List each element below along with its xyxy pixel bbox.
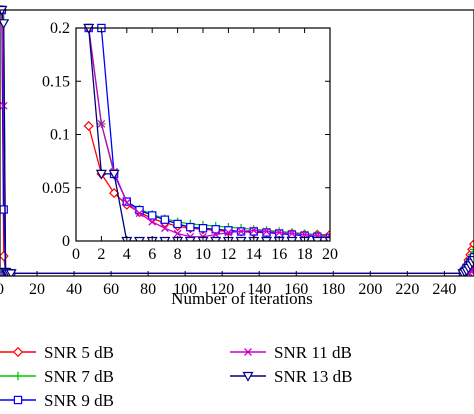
x-tick-label: 18 bbox=[297, 246, 313, 263]
y-tick-label: 0.1 bbox=[50, 127, 70, 144]
legend-marker-square bbox=[13, 395, 23, 405]
data-point-square bbox=[211, 225, 220, 234]
x-tick-label: 100 bbox=[173, 281, 197, 298]
data-point-diamond bbox=[0, 251, 9, 262]
legend: SNR 5 dB SNR 7 dB SNR 9 dB SNR 11 dB SNR 13 … bbox=[0, 343, 352, 410]
data-point-triangle-down bbox=[286, 236, 298, 241]
data-point-x bbox=[122, 198, 131, 207]
legend-label: SNR 7 dB bbox=[44, 367, 114, 386]
y-tick-label: 0.15 bbox=[42, 73, 70, 90]
data-point-triangle-down bbox=[184, 236, 196, 241]
x-tick-label: 0 bbox=[72, 246, 80, 263]
data-point-square bbox=[249, 227, 258, 236]
x-tick-label: 14 bbox=[246, 246, 262, 263]
x-tick-label: 20 bbox=[29, 281, 45, 298]
x-tick-label: 140 bbox=[247, 281, 271, 298]
legend-label: SNR 9 dB bbox=[44, 391, 114, 410]
data-point-diamond bbox=[468, 239, 474, 250]
data-point-x bbox=[224, 228, 233, 237]
legend-label: SNR 13 dB bbox=[274, 367, 352, 386]
data-point-x bbox=[161, 224, 169, 233]
y-tick-label: 0.2 bbox=[50, 20, 70, 37]
x-tick-label: 240 bbox=[432, 281, 456, 298]
data-point-square bbox=[186, 222, 195, 232]
x-tick-label: 8 bbox=[174, 246, 182, 263]
data-point-triangle-down bbox=[95, 169, 107, 180]
inset-background bbox=[76, 28, 330, 241]
legend-marker-x bbox=[244, 348, 252, 356]
data-point-x bbox=[135, 209, 144, 218]
x-tick-label: 4 bbox=[123, 246, 131, 263]
x-tick-label: 16 bbox=[271, 246, 287, 263]
x-tick-label: 10 bbox=[195, 246, 211, 263]
data-point-triangle-down bbox=[133, 236, 146, 241]
data-point-square bbox=[262, 228, 271, 237]
x-tick-label: 200 bbox=[358, 281, 382, 298]
legend-label: SNR 5 dB bbox=[44, 343, 114, 362]
x-tick-label: 60 bbox=[103, 281, 119, 298]
data-point-triangle-down bbox=[260, 236, 273, 241]
data-point-x bbox=[211, 230, 220, 239]
data-point-triangle-down bbox=[159, 236, 171, 241]
legend-marker-plus bbox=[13, 371, 23, 381]
data-point-square bbox=[173, 219, 182, 229]
data-point-x bbox=[148, 217, 157, 226]
x-tick-label: 80 bbox=[140, 281, 156, 298]
data-point-square bbox=[148, 211, 157, 220]
x-tick-label: 6 bbox=[148, 246, 156, 263]
data-point-x bbox=[275, 228, 284, 237]
x-axis-label: Number of iterations bbox=[171, 289, 313, 308]
data-point-triangle-down bbox=[5, 269, 17, 276]
main-plot: 0 20 40 60 80 100 120 140 160 180 200 220 240 bbox=[0, 4, 474, 298]
legend-item: SNR 5 dB bbox=[0, 343, 114, 362]
x-tick-label: 2 bbox=[97, 246, 105, 263]
data-point-square bbox=[224, 226, 233, 235]
data-point-x bbox=[237, 227, 245, 236]
x-tick-label: 40 bbox=[66, 281, 82, 298]
y-tick-label: 0.05 bbox=[42, 180, 70, 197]
x-tick-label: 12 bbox=[220, 246, 236, 263]
data-point-triangle-down bbox=[108, 169, 120, 180]
y-tick-label: 0 bbox=[62, 233, 70, 250]
x-tick-label: 220 bbox=[395, 281, 419, 298]
data-point-triangle-down bbox=[235, 236, 247, 241]
data-point-square bbox=[198, 224, 208, 233]
data-point-square bbox=[160, 215, 170, 224]
data-point-triangle-down bbox=[210, 236, 222, 241]
x-tick-label: 120 bbox=[210, 281, 234, 298]
legend-item: SNR 13 dB bbox=[230, 367, 352, 386]
data-point-triangle-down bbox=[324, 236, 330, 241]
legend-item: SNR 7 dB bbox=[0, 367, 114, 386]
data-point-x bbox=[173, 229, 182, 238]
data-point-x bbox=[300, 230, 309, 239]
data-point-triangle-down bbox=[468, 255, 474, 266]
x-tick-label: 160 bbox=[284, 281, 308, 298]
data-point-x bbox=[97, 119, 106, 128]
data-point-x bbox=[288, 229, 296, 238]
data-point-triangle-down bbox=[311, 236, 323, 241]
legend-item: SNR 9 dB bbox=[0, 391, 114, 410]
data-point-x bbox=[249, 226, 258, 235]
data-point-diamond bbox=[83, 120, 94, 132]
data-point-triangle-down bbox=[0, 19, 10, 30]
data-point-x bbox=[262, 227, 271, 236]
legend-marker-triangle-down bbox=[242, 371, 254, 382]
x-tick-label: 0 bbox=[0, 281, 4, 298]
plot-area bbox=[0, 4, 474, 276]
x-tick-label: 20 bbox=[322, 246, 338, 263]
main-plot-frame bbox=[0, 9, 474, 277]
legend-item: SNR 11 dB bbox=[230, 343, 352, 362]
legend-label: SNR 11 dB bbox=[274, 343, 352, 362]
data-point-square bbox=[0, 205, 8, 214]
data-point-plus bbox=[469, 245, 474, 254]
legend-marker-diamond bbox=[12, 346, 24, 358]
x-tick-label: 180 bbox=[321, 281, 345, 298]
